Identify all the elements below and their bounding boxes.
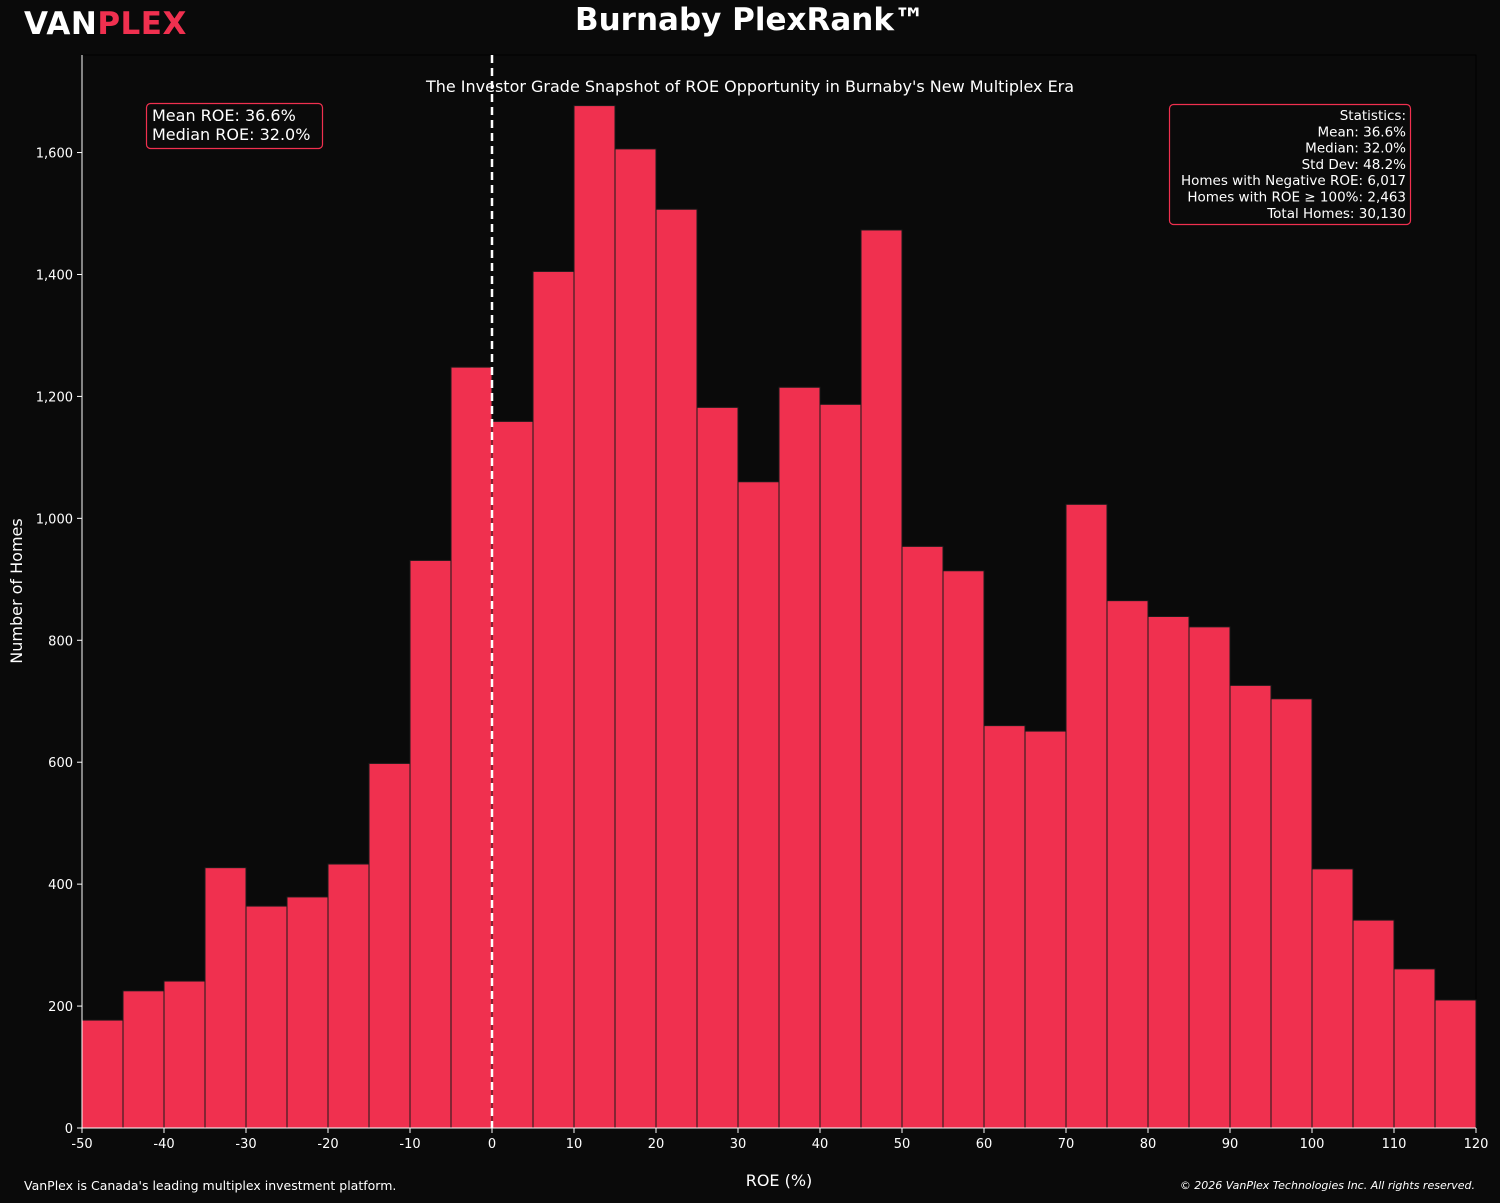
histogram-bar: [1393, 968, 1436, 1129]
x-tick-label: -50: [71, 1137, 92, 1152]
histogram-bar: [901, 545, 944, 1129]
stats-box-line: Std Dev: 48.2%: [1302, 157, 1407, 173]
histogram-bar: [409, 559, 452, 1129]
histogram-bar: [819, 403, 862, 1129]
stats-box-line: Homes with Negative ROE: 6,017: [1181, 173, 1406, 189]
histogram-bar: [1106, 600, 1149, 1129]
x-axis-label: ROE (%): [746, 1171, 813, 1190]
histogram-bar: [122, 990, 165, 1129]
vanplex-logo: VANPLEX: [24, 6, 187, 42]
histogram-bar: [245, 905, 288, 1129]
histogram-bar: [860, 229, 903, 1129]
chart-subtitle: The Investor Grade Snapshot of ROE Oppor…: [425, 77, 1074, 96]
histogram-bar: [163, 980, 206, 1129]
logo-part-plex: PLEX: [97, 6, 187, 42]
y-tick-label: 800: [48, 634, 73, 649]
mean-box-line: Mean ROE: 36.6%: [152, 106, 296, 125]
histogram-bar: [983, 725, 1026, 1129]
histogram-bar: [327, 863, 370, 1129]
y-tick-label: 1,000: [36, 512, 73, 527]
y-tick-label: 1,600: [36, 147, 73, 162]
y-axis-label: Number of Homes: [7, 518, 26, 663]
y-tick-label: 400: [48, 878, 73, 893]
histogram-bar: [1147, 615, 1190, 1129]
histogram-bar: [450, 366, 493, 1129]
histogram-bar: [1352, 919, 1395, 1129]
x-tick-label: 120: [1464, 1137, 1489, 1152]
x-tick-label: 0: [488, 1137, 496, 1152]
x-tick-label: 50: [894, 1137, 911, 1152]
mean-median-box: Mean ROE: 36.6%Median ROE: 32.0%: [145, 102, 324, 150]
x-tick-label: 110: [1382, 1137, 1407, 1152]
x-tick-label: 90: [1222, 1137, 1239, 1152]
histogram-bar: [655, 208, 698, 1129]
histogram-bar: [942, 570, 985, 1129]
histogram-bar: [696, 406, 739, 1129]
footer-tagline: VanPlex is Canada's leading multiplex in…: [24, 1178, 397, 1193]
stats-box-frame: [1168, 103, 1412, 226]
y-tick-label: 200: [48, 1000, 73, 1015]
x-tick-label: 10: [566, 1137, 583, 1152]
mean-box-frame: [145, 102, 324, 150]
x-tick-label: 70: [1058, 1137, 1075, 1152]
histogram-bar: [368, 762, 411, 1129]
stats-box-line: Total Homes: 30,130: [1266, 206, 1406, 222]
stats-box-line: Homes with ROE ≥ 100%: 2,463: [1187, 190, 1406, 206]
histogram-bar: [1188, 626, 1231, 1129]
histogram-bar: [737, 481, 780, 1129]
x-tick-label: 60: [976, 1137, 993, 1152]
x-tick-label: 20: [648, 1137, 665, 1152]
histogram-bar: [1311, 868, 1354, 1129]
stats-box-line: Mean: 36.6%: [1317, 124, 1406, 140]
x-tick-label: -20: [317, 1137, 338, 1152]
chart-title: Burnaby PlexRank™: [574, 2, 925, 38]
histogram-bar: [1229, 684, 1272, 1129]
histogram-bar: [286, 896, 329, 1129]
histogram-bar: [1434, 999, 1477, 1129]
histogram-bar: [614, 148, 657, 1129]
logo-part-van: VAN: [24, 6, 98, 42]
y-tick-label: 600: [48, 756, 73, 771]
histogram-bar: [778, 386, 821, 1129]
histogram-bar: [81, 1019, 124, 1129]
histogram-bar: [204, 867, 247, 1129]
mean-box-line: Median ROE: 32.0%: [152, 125, 310, 144]
x-tick-label: -40: [153, 1137, 174, 1152]
x-tick-label: 40: [812, 1137, 829, 1152]
y-tick-label: 1,200: [36, 390, 73, 405]
histogram-bar: [532, 270, 575, 1129]
y-tick-label: 0: [65, 1122, 73, 1137]
histogram-bar: [1270, 698, 1313, 1129]
histogram-bar: [573, 105, 616, 1129]
x-tick-label: -10: [399, 1137, 420, 1152]
stats-box-line: Statistics:: [1340, 108, 1406, 124]
statistics-box: Statistics:Mean: 36.6%Median: 32.0%Std D…: [1168, 103, 1412, 226]
x-tick-label: -30: [235, 1137, 256, 1152]
histogram-bar: [491, 420, 534, 1129]
x-tick-label: 30: [730, 1137, 747, 1152]
x-tick-label: 80: [1140, 1137, 1157, 1152]
stats-box-line: Median: 32.0%: [1305, 141, 1406, 157]
histogram-bar: [1024, 730, 1067, 1129]
x-tick-label: 100: [1300, 1137, 1325, 1152]
y-tick-label: 1,400: [36, 268, 73, 283]
histogram-bar: [1065, 503, 1108, 1129]
footer-copyright: © 2026 VanPlex Technologies Inc. All rig…: [1179, 1179, 1475, 1192]
